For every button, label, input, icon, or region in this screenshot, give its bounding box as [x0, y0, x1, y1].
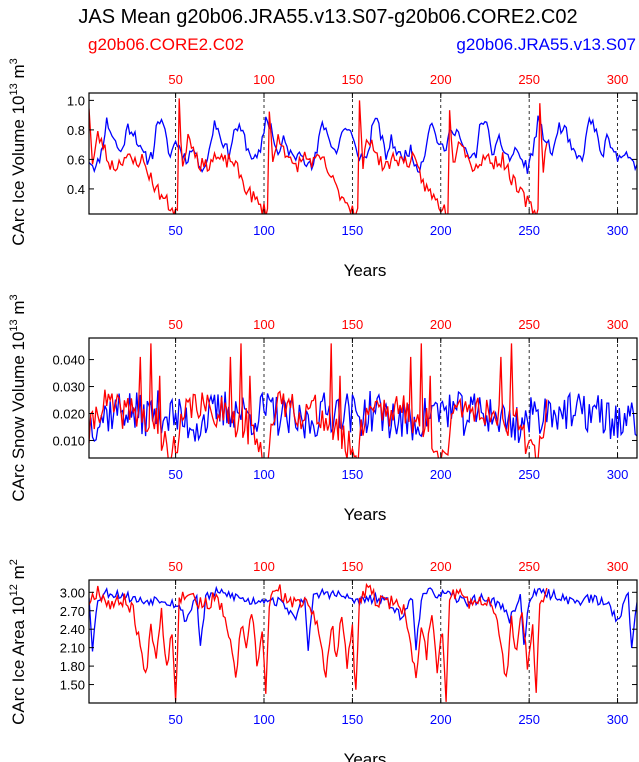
y-axis-label: CArc Ice Area 1012 m2 [8, 559, 28, 725]
x-tick-label-top: 150 [342, 559, 364, 574]
x-tick-label-bottom: 250 [518, 223, 540, 238]
y-tick-label: 2.40 [60, 622, 85, 637]
x-tick-label-bottom: 200 [430, 712, 452, 727]
x-tick-label-bottom: 150 [342, 223, 364, 238]
x-tick-label-top: 300 [607, 559, 629, 574]
x-tick-label-top: 100 [253, 559, 275, 574]
y-tick-label: 0.010 [52, 433, 85, 448]
x-axis-label: Years [344, 505, 387, 524]
x-tick-label-bottom: 50 [168, 712, 182, 727]
x-tick-label-bottom: 250 [518, 712, 540, 727]
x-tick-label-top: 50 [168, 559, 182, 574]
y-tick-label: 1.50 [60, 678, 85, 693]
y-tick-label: 0.6 [67, 152, 85, 167]
x-tick-label-top: 300 [607, 317, 629, 332]
legend-jra55: g20b06.JRA55.v13.S07 [456, 35, 636, 54]
x-tick-label-top: 200 [430, 72, 452, 87]
y-tick-label: 0.020 [52, 407, 85, 422]
x-tick-label-top: 250 [518, 317, 540, 332]
y-tick-label: 0.040 [52, 353, 85, 368]
plot-frame [88, 337, 638, 459]
x-tick-label-top: 100 [253, 72, 275, 87]
y-tick-label: 1.0 [67, 93, 85, 108]
panels: 0.4 0.6 0.8 1.0 50 50 100 100 150 150 200 200 250 250… [8, 58, 638, 762]
x-tick-label-bottom: 300 [607, 467, 629, 482]
x-tick-label-bottom: 300 [607, 712, 629, 727]
x-tick-label-top: 250 [518, 559, 540, 574]
panel-2: 0.010 0.020 0.030 0.040 50 50 100 100 150 150 200 2… [8, 294, 638, 524]
y-tick-label: 0.030 [52, 380, 85, 395]
x-tick-label-bottom: 150 [342, 467, 364, 482]
plot-frame [88, 92, 638, 215]
panel-1: 0.4 0.6 0.8 1.0 50 50 100 100 150 150 200 200 250 250… [8, 58, 638, 280]
y-axis-label: CArc Snow Volume 1013 m3 [8, 294, 28, 501]
y-tick-label: 2.10 [60, 641, 85, 656]
series-line-core2 [89, 98, 548, 214]
x-tick-label-top: 50 [168, 72, 182, 87]
plot-frame [88, 579, 638, 704]
x-tick-label-bottom: 200 [430, 467, 452, 482]
x-tick-label-top: 150 [342, 317, 364, 332]
series-line-core2 [89, 582, 548, 702]
y-tick-label: 1.80 [60, 659, 85, 674]
series-line-jra55 [89, 585, 637, 652]
x-tick-label-bottom: 50 [168, 223, 182, 238]
x-axis-label: Years [344, 750, 387, 762]
panel-3: 1.50 1.80 2.10 2.40 2.70 3.00 50 50 100 100 150 150… [8, 559, 638, 762]
y-axis-label: CArc Ice Volume 1013 m3 [8, 58, 28, 246]
x-tick-label-bottom: 150 [342, 712, 364, 727]
x-tick-label-bottom: 100 [253, 712, 275, 727]
x-tick-label-bottom: 50 [168, 467, 182, 482]
chart-title: JAS Mean g20b06.JRA55.v13.S07-g20b06.COR… [78, 6, 577, 28]
x-tick-label-top: 250 [518, 72, 540, 87]
x-tick-label-bottom: 200 [430, 223, 452, 238]
x-tick-label-bottom: 100 [253, 223, 275, 238]
y-tick-label: 0.8 [67, 123, 85, 138]
x-tick-label-top: 100 [253, 317, 275, 332]
x-tick-label-top: 50 [168, 317, 182, 332]
x-tick-label-bottom: 250 [518, 467, 540, 482]
legend-core2: g20b06.CORE2.C02 [88, 35, 244, 54]
y-tick-label: 2.70 [60, 604, 85, 619]
x-tick-label-top: 200 [430, 559, 452, 574]
x-tick-label-top: 300 [607, 72, 629, 87]
x-tick-label-bottom: 100 [253, 467, 275, 482]
y-tick-label: 3.00 [60, 585, 85, 600]
x-tick-label-top: 150 [342, 72, 364, 87]
x-tick-label-bottom: 300 [607, 223, 629, 238]
x-tick-label-top: 200 [430, 317, 452, 332]
series-line-core2 [89, 343, 548, 458]
y-tick-label: 0.4 [67, 182, 85, 197]
series-line-jra55 [89, 390, 637, 444]
x-axis-label: Years [344, 261, 387, 280]
